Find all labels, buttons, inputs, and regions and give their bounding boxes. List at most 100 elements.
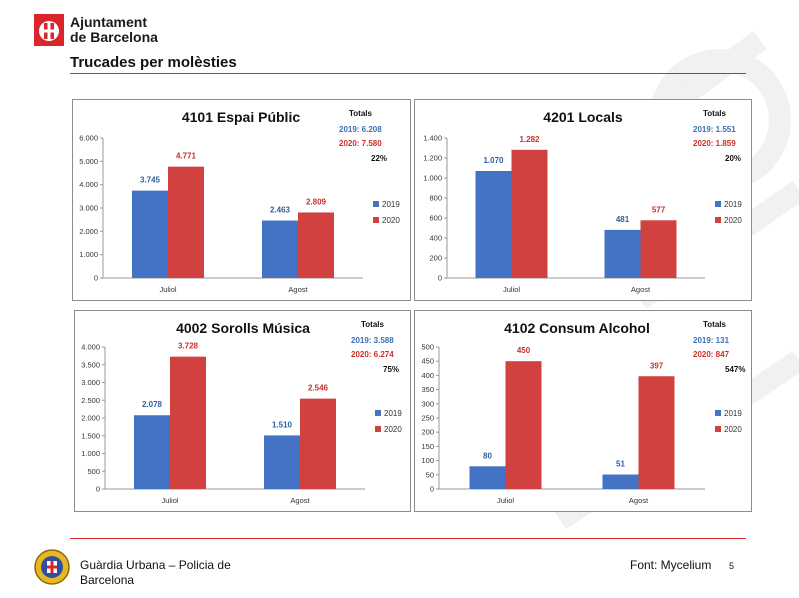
footer-organization: Guàrdia Urbana – Policia de Barcelona <box>80 558 250 588</box>
totals-change: 75% <box>383 365 399 374</box>
y-tick-label: 0 <box>438 274 442 283</box>
y-tick-label: 200 <box>429 254 442 263</box>
bar-2020 <box>298 212 334 278</box>
y-tick-label: 450 <box>421 357 434 366</box>
bar-2019 <box>475 171 512 278</box>
y-tick-label: 300 <box>421 399 434 408</box>
bar-2020 <box>511 149 548 278</box>
y-tick-label: 350 <box>421 385 434 394</box>
x-category-label: Juliol <box>503 285 520 294</box>
y-tick-label: 4.000 <box>79 180 98 189</box>
y-tick-label: 600 <box>429 214 442 223</box>
bar-2020 <box>300 398 336 489</box>
y-tick-label: 500 <box>87 467 100 476</box>
y-tick-label: 0 <box>430 485 434 494</box>
y-tick-label: 0 <box>94 274 98 283</box>
legend-label-2020: 2020 <box>384 425 402 434</box>
bar-2019 <box>264 435 300 489</box>
totals-2020: 2020: 6.274 <box>351 350 394 359</box>
bar-2019 <box>132 190 168 278</box>
chart-panel-sorolls-musica: 4002 Sorolls Música Totals 2019: 3.588 2020… <box>74 310 411 512</box>
totals-change: 20% <box>725 154 741 163</box>
data-label-2020: 397 <box>650 361 664 370</box>
y-tick-label: 6.000 <box>79 134 98 143</box>
page-number: 5 <box>729 561 735 571</box>
legend-swatch-2019 <box>715 410 721 416</box>
footer-org-line-2: Barcelona <box>80 573 135 587</box>
chart-locals: 4201 Locals Totals 2019: 1.551 2020: 1.859 2… <box>423 109 742 294</box>
totals-2020: 2020: 1.859 <box>693 139 736 148</box>
chart-sorolls-musica: 4002 Sorolls Música Totals 2019: 3.588 2020… <box>81 320 402 505</box>
city-logo-icon <box>34 14 64 46</box>
y-tick-label: 3.500 <box>81 360 100 369</box>
legend-label-2019: 2019 <box>382 200 400 209</box>
data-label-2020: 4.771 <box>176 152 197 161</box>
y-tick-label: 3.000 <box>79 204 98 213</box>
y-tick-label: 1.000 <box>423 174 442 183</box>
legend-swatch-2019 <box>373 201 379 207</box>
chart-title: 4201 Locals <box>543 109 623 125</box>
police-badge-icon <box>34 549 70 585</box>
chart-title: 4102 Consum Alcohol <box>504 320 650 336</box>
bar-2020 <box>168 166 204 278</box>
legend-swatch-2019 <box>375 410 381 416</box>
legend-swatch-2020 <box>715 217 721 223</box>
x-category-label: Juliol <box>497 496 514 505</box>
bar-2019 <box>604 229 641 278</box>
page-title: Trucades per molèsties <box>70 54 237 71</box>
org-line-1: Ajuntament <box>70 14 147 30</box>
data-label-2020: 3.728 <box>178 342 199 351</box>
legend-label-2019: 2019 <box>724 409 742 418</box>
y-tick-label: 150 <box>421 442 434 451</box>
x-category-label: Agost <box>290 496 310 505</box>
totals-2020: 2020: 7.580 <box>339 139 382 148</box>
y-tick-label: 400 <box>429 234 442 243</box>
y-tick-label: 250 <box>421 414 434 423</box>
x-category-label: Agost <box>288 285 308 294</box>
y-tick-label: 200 <box>421 428 434 437</box>
y-tick-label: 800 <box>429 194 442 203</box>
bar-2020 <box>638 376 675 489</box>
totals-heading: Totals <box>361 320 385 329</box>
totals-2020: 2020: 847 <box>693 350 730 359</box>
data-label-2020: 577 <box>652 205 666 214</box>
x-category-label: Agost <box>631 285 651 294</box>
chart-panel-consum-alcohol: 4102 Consum Alcohol Totals 2019: 131 2020: … <box>414 310 752 512</box>
chart-panel-espai-public: 4101 Espai Públic Totals 2019: 6.208 2020: … <box>72 99 411 301</box>
legend-swatch-2019 <box>715 201 721 207</box>
totals-heading: Totals <box>349 109 373 118</box>
data-label-2020: 1.282 <box>519 135 540 144</box>
bar-2019 <box>469 466 506 489</box>
chart-espai-public: 4101 Espai Públic Totals 2019: 6.208 2020: … <box>79 109 400 294</box>
data-label-2020: 450 <box>517 346 531 355</box>
y-tick-label: 4.000 <box>81 343 100 352</box>
chart-panel-locals: 4201 Locals Totals 2019: 1.551 2020: 1.859 2… <box>414 99 752 301</box>
chart-title: 4002 Sorolls Música <box>176 320 310 336</box>
bar-2020 <box>505 361 542 489</box>
data-label-2019: 2.463 <box>270 206 291 215</box>
legend-label-2020: 2020 <box>382 216 400 225</box>
totals-2019: 2019: 1.551 <box>693 125 736 134</box>
totals-2019: 2019: 131 <box>693 336 730 345</box>
data-label-2020: 2.809 <box>306 197 327 206</box>
footer-org-line-1: Guàrdia Urbana – Policia de <box>80 558 231 572</box>
y-tick-label: 500 <box>421 343 434 352</box>
organization-name: Ajuntament de Barcelona <box>70 15 158 45</box>
data-label-2019: 481 <box>616 215 630 224</box>
chart-title: 4101 Espai Públic <box>182 109 300 125</box>
chart-consum-alcohol: 4102 Consum Alcohol Totals 2019: 131 2020: … <box>421 320 745 505</box>
legend-label-2020: 2020 <box>724 216 742 225</box>
y-tick-label: 1.400 <box>423 134 442 143</box>
org-line-2: de Barcelona <box>70 29 158 45</box>
legend-swatch-2020 <box>375 426 381 432</box>
bar-2020 <box>640 220 677 278</box>
totals-change: 22% <box>371 154 387 163</box>
y-tick-label: 2.000 <box>79 227 98 236</box>
totals-heading: Totals <box>703 320 727 329</box>
y-tick-label: 5.000 <box>79 157 98 166</box>
legend-label-2019: 2019 <box>724 200 742 209</box>
x-category-label: Agost <box>629 496 649 505</box>
totals-change: 547% <box>725 365 745 374</box>
data-label-2019: 2.078 <box>142 400 163 409</box>
data-label-2019: 1.070 <box>483 156 504 165</box>
